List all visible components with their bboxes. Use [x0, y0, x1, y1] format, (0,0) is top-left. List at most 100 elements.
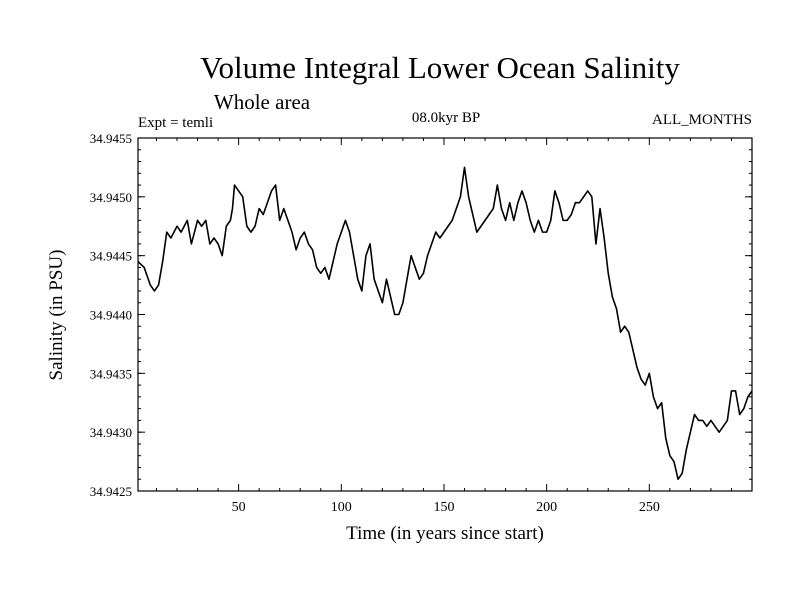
- y-tick-label: 34.9435: [90, 366, 132, 381]
- data-point: [238, 190, 240, 192]
- data-point: [316, 266, 318, 268]
- data-point: [390, 296, 392, 298]
- data-point: [698, 419, 700, 421]
- data-point: [205, 219, 207, 221]
- data-point: [644, 384, 646, 386]
- data-point: [332, 261, 334, 263]
- y-tick-label: 34.9455: [90, 131, 132, 146]
- data-point: [599, 208, 601, 210]
- data-point: [447, 225, 449, 227]
- data-point: [242, 196, 244, 198]
- data-point: [648, 372, 650, 374]
- data-point: [554, 190, 556, 192]
- data-point: [254, 225, 256, 227]
- data-point: [221, 255, 223, 257]
- data-point: [365, 255, 367, 257]
- x-tick-label: 100: [331, 500, 352, 515]
- data-point: [546, 231, 548, 233]
- data-point: [657, 408, 659, 410]
- data-point: [451, 219, 453, 221]
- data-point: [513, 219, 515, 221]
- data-point: [652, 396, 654, 398]
- data-point: [521, 190, 523, 192]
- data-point: [509, 202, 511, 204]
- data-point: [357, 278, 359, 280]
- data-point: [694, 414, 695, 416]
- data-point: [480, 225, 482, 227]
- chart-title: Volume Integral Lower Ocean Salinity: [200, 50, 680, 85]
- data-point: [628, 331, 630, 333]
- data-point: [718, 431, 720, 433]
- data-point: [291, 231, 293, 233]
- data-point: [472, 213, 474, 215]
- data-point: [158, 284, 160, 286]
- data-point: [735, 390, 737, 392]
- data-point: [186, 219, 188, 221]
- y-tick-label: 34.9450: [90, 190, 132, 205]
- data-point: [353, 255, 355, 257]
- data-point: [324, 266, 326, 268]
- data-point: [418, 278, 420, 280]
- data-point: [689, 431, 691, 433]
- y-tick-label: 34.9445: [90, 249, 132, 264]
- data-point: [558, 202, 560, 204]
- data-point: [422, 272, 424, 274]
- data-point: [137, 261, 139, 263]
- data-point: [303, 231, 305, 233]
- data-point: [299, 237, 301, 239]
- data-point: [369, 243, 371, 245]
- data-point: [427, 255, 429, 257]
- data-point: [570, 213, 572, 215]
- data-point: [562, 219, 564, 221]
- experiment-label: Expt = temli: [138, 115, 213, 131]
- data-point: [681, 472, 683, 474]
- y-axis-ticks: 34.9425 34.9430 34.9435 34.9440 34.9445 34.94…: [90, 131, 752, 499]
- y-tick-label: 34.9425: [90, 484, 132, 499]
- data-point: [149, 284, 151, 286]
- data-point: [464, 166, 466, 168]
- data-point: [726, 419, 728, 421]
- data-point: [583, 196, 585, 198]
- data-point: [246, 225, 248, 227]
- data-point: [385, 278, 387, 280]
- data-point: [669, 455, 671, 457]
- data-point: [496, 184, 498, 186]
- data-point: [492, 208, 494, 210]
- data-point: [414, 266, 416, 268]
- data-point: [747, 396, 749, 398]
- data-point: [287, 219, 289, 221]
- data-point: [702, 419, 704, 421]
- data-point: [566, 219, 568, 221]
- data-point: [529, 219, 531, 221]
- data-point: [706, 425, 708, 427]
- data-point: [505, 219, 507, 221]
- plot-frame: [137, 137, 753, 492]
- chart-subtitle: Whole area: [214, 90, 311, 114]
- data-point: [685, 449, 687, 451]
- data-point: [328, 278, 330, 280]
- data-point: [344, 219, 346, 221]
- data-point: [381, 302, 383, 304]
- data-point: [262, 213, 264, 215]
- data-point: [234, 184, 236, 186]
- data-point: [611, 296, 613, 298]
- data-point: [591, 196, 593, 198]
- y-tick-label: 34.9440: [90, 308, 132, 323]
- data-point: [229, 219, 231, 221]
- x-tick-label: 150: [433, 500, 454, 515]
- data-point: [751, 390, 753, 392]
- data-point: [258, 208, 260, 210]
- data-point: [225, 225, 227, 227]
- data-point: [402, 302, 404, 304]
- data-point: [266, 202, 268, 204]
- data-point: [398, 314, 400, 315]
- data-point: [579, 202, 581, 204]
- data-point: [607, 272, 609, 274]
- x-axis-label: Time (in years since start): [346, 523, 544, 544]
- data-point: [730, 390, 732, 392]
- data-point: [677, 478, 679, 480]
- data-point: [443, 231, 445, 233]
- data-point: [435, 231, 437, 233]
- data-point: [143, 266, 145, 268]
- y-tick-label: 34.9430: [90, 425, 132, 440]
